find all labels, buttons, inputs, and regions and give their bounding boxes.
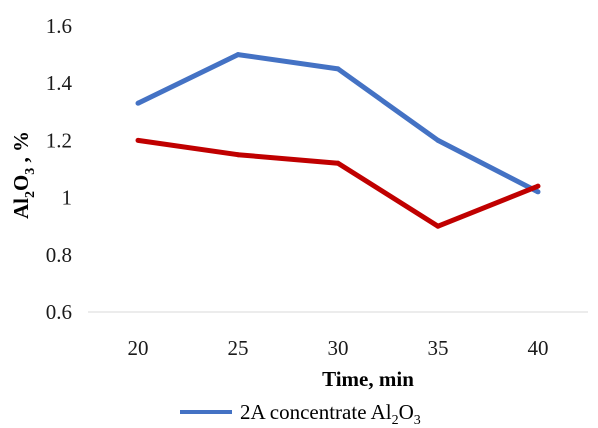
y-title-part-al: Al [9, 198, 33, 219]
legend: 2A concentrate Al2O3 [180, 400, 421, 428]
x-axis-title: Time, min [322, 367, 414, 391]
y-tick-label: 0.6 [46, 300, 72, 324]
legend-part-o: O [399, 400, 414, 424]
series-group [135, 52, 541, 229]
x-tick-label: 30 [328, 336, 349, 360]
series-1-point [235, 52, 241, 58]
series-1-point [535, 189, 541, 195]
legend-label: 2A concentrate Al2O3 [240, 400, 421, 428]
y-tick-label: 1.6 [46, 14, 72, 38]
x-tick-label: 35 [428, 336, 449, 360]
series-1-line [136, 52, 540, 195]
x-axis-ticks: 20 25 30 35 40 [128, 336, 549, 360]
series-2-point [235, 152, 241, 158]
y-tick-label: 1.4 [46, 71, 73, 95]
y-axis-ticks: 0.6 0.8 1 1.2 1.4 1.6 [46, 14, 73, 324]
series-2-point [135, 137, 141, 143]
y-title-part-o: O [9, 175, 33, 191]
y-tick-label: 1.2 [46, 128, 72, 152]
series-2-line [137, 137, 539, 229]
y-title-sub-3: 3 [23, 168, 38, 175]
x-tick-label: 25 [228, 336, 249, 360]
y-title-sub-2: 2 [23, 191, 38, 198]
y-tick-label: 1 [62, 186, 73, 210]
x-tick-label: 40 [528, 336, 549, 360]
legend-sub-2: 2 [392, 413, 399, 428]
legend-sub-3: 3 [414, 413, 421, 428]
series-2-point [335, 160, 341, 166]
y-tick-label: 0.8 [46, 243, 72, 267]
x-tick-label: 20 [128, 336, 149, 360]
series-2-point [435, 223, 441, 229]
series-1-point [435, 137, 441, 143]
series-1-point [335, 66, 341, 72]
y-title-part-unit: , % [9, 131, 33, 168]
series-1-point [135, 100, 141, 106]
legend-part-text: 2A concentrate Al [240, 400, 392, 424]
y-axis-title: Al2O3 , % [9, 131, 38, 219]
series-2-point [535, 183, 541, 189]
